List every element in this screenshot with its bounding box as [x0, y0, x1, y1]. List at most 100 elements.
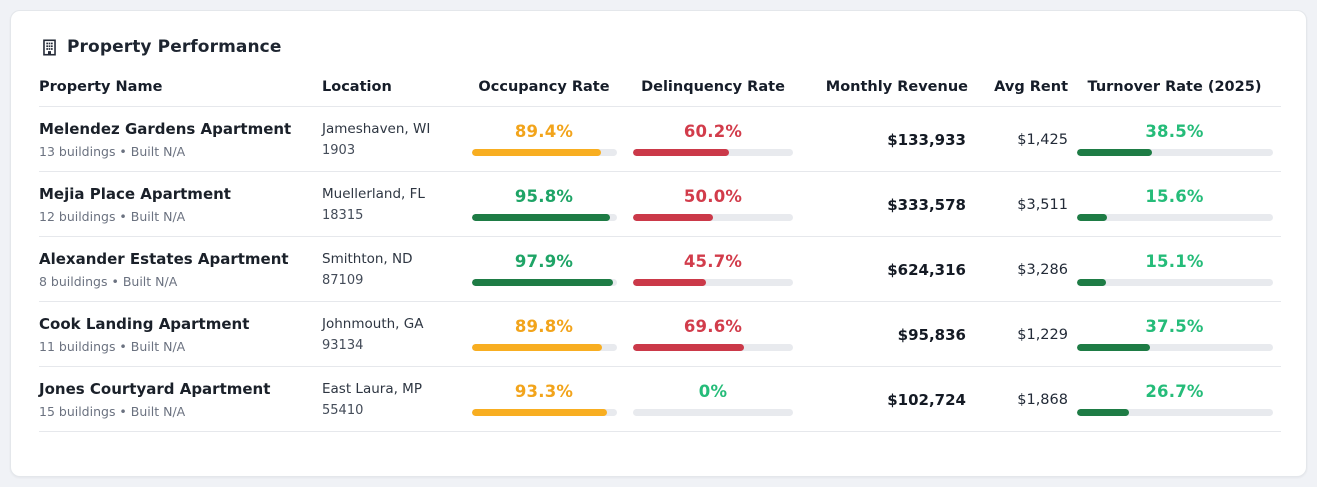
turnover-progress-fill	[1076, 213, 1108, 221]
occupancy-progress-fill	[471, 148, 602, 156]
monthly-revenue-value: $624,316	[804, 236, 968, 302]
delinquency-rate-cell: 0%	[622, 366, 804, 432]
location-cell: Smithton, ND 87109	[322, 236, 466, 302]
location-cell: East Laura, MP 55410	[322, 366, 466, 432]
property-details: 11 buildings • Built N/A	[39, 339, 186, 354]
occupancy-rate-cell: 89.4%	[466, 106, 622, 172]
property-details: 15 buildings • Built N/A	[39, 404, 186, 419]
avg-rent-value: $1,425	[968, 106, 1068, 172]
property-details: 12 buildings • Built N/A	[39, 209, 186, 224]
property-performance-card: Property Performance Property Name Locat…	[10, 10, 1307, 477]
occupancy-rate-value: 89.8%	[514, 316, 574, 336]
location-cell: Jameshaven, WI 1903	[322, 106, 466, 172]
turnover-progress-fill	[1076, 278, 1107, 286]
location-zip: 93134	[322, 338, 364, 353]
occupancy-progress-fill	[471, 278, 614, 286]
turnover-rate-value: 15.1%	[1145, 251, 1204, 271]
turnover-rate-cell: 15.6%	[1068, 171, 1281, 237]
turnover-rate-cell: 37.5%	[1068, 301, 1281, 367]
property-name: Cook Landing Apartment	[39, 315, 250, 333]
delinquency-progress-track	[633, 148, 793, 156]
location-city-state: Johnmouth, GA	[322, 316, 424, 332]
location-zip: 87109	[322, 273, 364, 288]
table-row: Melendez Gardens Apartment 13 buildings …	[39, 106, 1281, 172]
location-cell: Johnmouth, GA 93134	[322, 301, 466, 367]
delinquency-rate-cell: 60.2%	[622, 106, 804, 172]
turnover-rate-value: 26.7%	[1145, 381, 1204, 401]
occupancy-progress-fill	[471, 213, 611, 221]
occupancy-progress-track	[471, 148, 617, 156]
turnover-rate-value: 38.5%	[1145, 121, 1204, 141]
table-row: Alexander Estates Apartment 8 buildings …	[39, 236, 1281, 302]
property-name: Alexander Estates Apartment	[39, 250, 289, 268]
property-name-cell: Alexander Estates Apartment 8 buildings …	[39, 236, 322, 302]
occupancy-rate-value: 97.9%	[514, 251, 574, 271]
occupancy-progress-track	[471, 213, 617, 221]
turnover-progress-fill	[1076, 343, 1150, 351]
monthly-revenue-value: $333,578	[804, 171, 968, 237]
property-name: Melendez Gardens Apartment	[39, 120, 292, 138]
delinquency-rate-value: 0%	[698, 381, 728, 401]
occupancy-rate-cell: 93.3%	[466, 366, 622, 432]
turnover-progress-track	[1076, 148, 1273, 156]
column-header-turnover-rate: Turnover Rate (2025)	[1068, 73, 1281, 107]
property-details: 8 buildings • Built N/A	[39, 274, 178, 289]
location-zip: 18315	[322, 208, 364, 223]
delinquency-rate-value: 45.7%	[683, 251, 743, 271]
location-cell: Muellerland, FL 18315	[322, 171, 466, 237]
card-header: Property Performance	[41, 37, 1278, 57]
building-icon	[41, 38, 58, 56]
property-name: Mejia Place Apartment	[39, 185, 231, 203]
delinquency-progress-track	[633, 408, 793, 416]
occupancy-rate-cell: 89.8%	[466, 301, 622, 367]
occupancy-rate-cell: 95.8%	[466, 171, 622, 237]
avg-rent-value: $3,286	[968, 236, 1068, 302]
occupancy-rate-cell: 97.9%	[466, 236, 622, 302]
delinquency-progress-fill	[633, 278, 707, 286]
table-row: Cook Landing Apartment 11 buildings • Bu…	[39, 301, 1281, 367]
occupancy-progress-track	[471, 278, 617, 286]
delinquency-rate-value: 60.2%	[683, 121, 743, 141]
turnover-progress-track	[1076, 343, 1273, 351]
turnover-progress-fill	[1076, 148, 1152, 156]
occupancy-rate-value: 89.4%	[514, 121, 574, 141]
table-row: Jones Courtyard Apartment 15 buildings •…	[39, 366, 1281, 432]
property-name-cell: Jones Courtyard Apartment 15 buildings •…	[39, 366, 322, 432]
turnover-rate-cell: 26.7%	[1068, 366, 1281, 432]
delinquency-progress-fill	[633, 148, 730, 156]
turnover-rate-value: 37.5%	[1145, 316, 1204, 336]
turnover-progress-track	[1076, 278, 1273, 286]
location-zip: 55410	[322, 403, 364, 418]
column-header-avg-rent: Avg Rent	[968, 73, 1068, 107]
column-header-location: Location	[322, 73, 466, 107]
occupancy-progress-track	[471, 408, 617, 416]
occupancy-progress-track	[471, 343, 617, 351]
property-name-cell: Cook Landing Apartment 11 buildings • Bu…	[39, 301, 322, 367]
location-zip: 1903	[322, 143, 356, 158]
occupancy-progress-fill	[471, 343, 602, 351]
delinquency-progress-track	[633, 278, 793, 286]
occupancy-rate-value: 95.8%	[514, 186, 574, 206]
column-header-occupancy-rate: Occupancy Rate	[466, 73, 622, 107]
delinquency-rate-cell: 69.6%	[622, 301, 804, 367]
column-header-monthly-revenue: Monthly Revenue	[804, 73, 968, 107]
delinquency-progress-track	[633, 343, 793, 351]
property-name-cell: Melendez Gardens Apartment 13 buildings …	[39, 106, 322, 172]
property-name-cell: Mejia Place Apartment 12 buildings • Bui…	[39, 171, 322, 237]
avg-rent-value: $1,229	[968, 301, 1068, 367]
delinquency-rate-cell: 50.0%	[622, 171, 804, 237]
monthly-revenue-value: $102,724	[804, 366, 968, 432]
table-header-row: Property Name Location Occupancy Rate De…	[39, 73, 1281, 107]
turnover-rate-cell: 15.1%	[1068, 236, 1281, 302]
turnover-rate-value: 15.6%	[1145, 186, 1204, 206]
table-row: Mejia Place Apartment 12 buildings • Bui…	[39, 171, 1281, 237]
table-body: Melendez Gardens Apartment 13 buildings …	[39, 106, 1281, 432]
property-name: Jones Courtyard Apartment	[39, 380, 271, 398]
turnover-rate-cell: 38.5%	[1068, 106, 1281, 172]
monthly-revenue-value: $95,836	[804, 301, 968, 367]
delinquency-rate-value: 69.6%	[683, 316, 743, 336]
location-city-state: East Laura, MP	[322, 381, 422, 397]
monthly-revenue-value: $133,933	[804, 106, 968, 172]
delinquency-rate-value: 50.0%	[683, 186, 743, 206]
column-header-delinquency-rate: Delinquency Rate	[622, 73, 804, 107]
